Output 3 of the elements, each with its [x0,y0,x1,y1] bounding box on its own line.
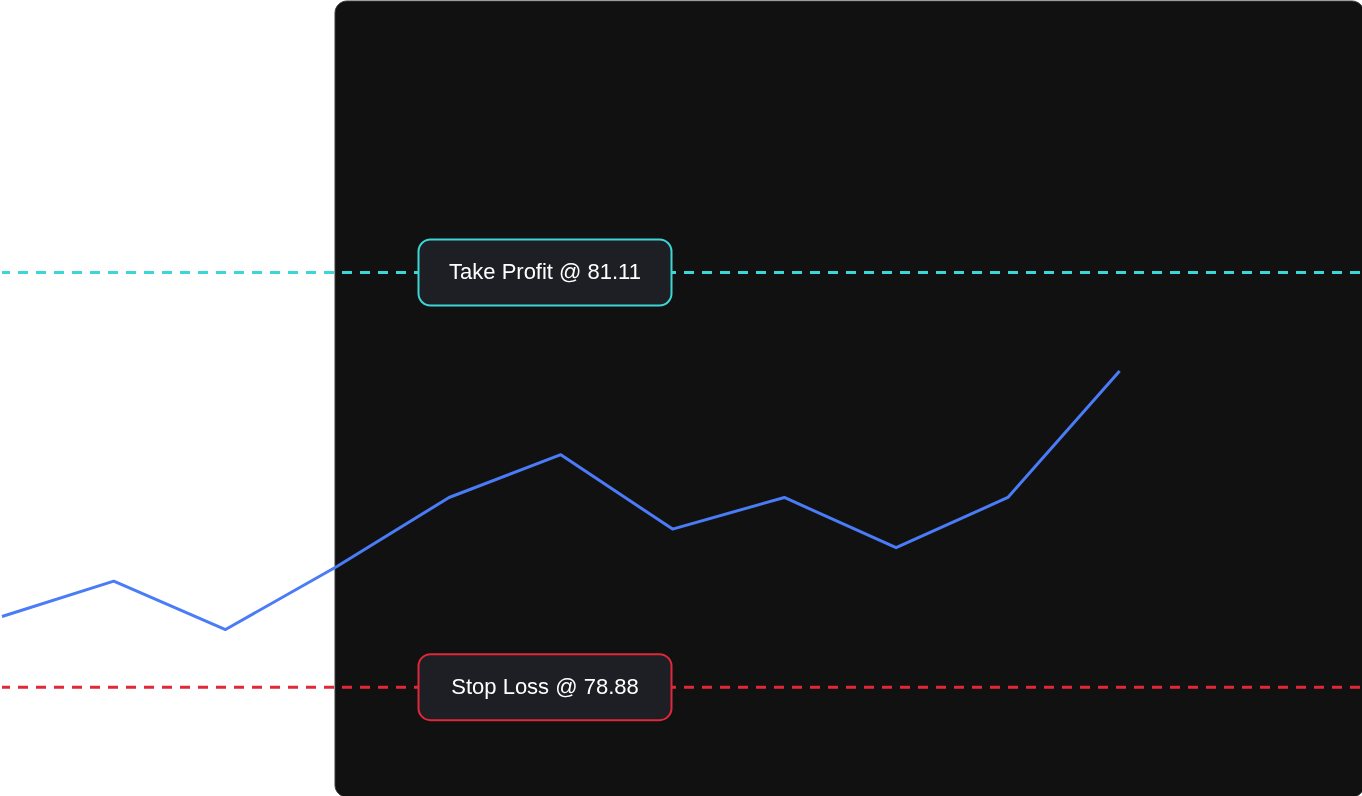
line-series [0,369,1122,632]
y-tick-label: Take Profit @ 81.11 [449,259,641,285]
y-tick-label: Stop Loss @ 78.88 [451,674,639,700]
